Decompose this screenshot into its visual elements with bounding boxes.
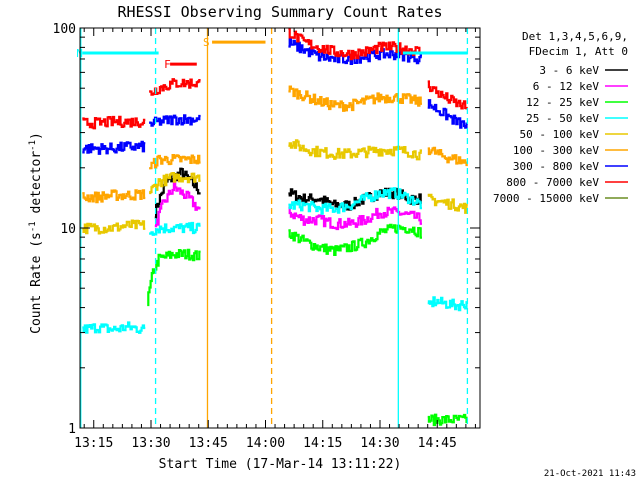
y-axis-label: Count Rate (s-1 detector-1) [28, 132, 44, 334]
series-6-segment-3 [427, 99, 468, 129]
series-7-segment-0 [82, 115, 146, 130]
legend-header-1: FDecim 1, Att 0 [529, 45, 628, 58]
series-5-segment-3 [427, 146, 468, 167]
series-7-segment-3 [427, 80, 468, 110]
event-lines [80, 28, 469, 428]
series-6-segment-1 [149, 114, 201, 127]
x-tick-label-2: 13:45 [189, 436, 228, 451]
legend-label-5: 100 - 300 keV [513, 144, 599, 157]
y-label-tail: detector [29, 151, 44, 222]
y-tick-label-1: 10 [60, 222, 76, 237]
x-tick-label-4: 14:15 [303, 436, 342, 451]
series-4-segment-1 [149, 172, 201, 195]
flag-label-S: S [203, 36, 210, 49]
plot-axes: 1 10 100 13:15 13:30 13:45 14:00 14:15 14:30 14:4… [53, 22, 481, 451]
y-label-main: Count Rate (s [29, 232, 44, 334]
series-3-segment-2 [288, 187, 422, 215]
y-tick-label-2: 100 [53, 22, 76, 37]
x-axis-label: Start Time (17-Mar-14 13:11:22) [159, 457, 402, 472]
chart-title: RHESSI Observing Summary Count Rates [117, 3, 442, 21]
series-5-segment-0 [82, 189, 146, 204]
series-7 [82, 27, 468, 130]
series-3-segment-0 [82, 321, 146, 334]
legend-label-6: 300 - 800 keV [513, 160, 599, 173]
series-5 [82, 85, 468, 204]
legend-label-4: 50 - 100 keV [520, 128, 600, 141]
x-tick-label-6: 14:45 [418, 436, 457, 451]
series-4-segment-3 [427, 193, 468, 214]
series-5-segment-1 [149, 154, 201, 170]
series-4-segment-2 [288, 139, 422, 161]
legend-label-8: 7000 - 15000 keV [493, 192, 599, 205]
series-3-segment-3 [427, 296, 468, 312]
x-tick-label-5: 14:30 [360, 436, 399, 451]
series-2 [147, 223, 468, 427]
series-3-segment-1 [149, 221, 201, 236]
legend-label-0: 3 - 6 keV [539, 64, 599, 77]
legend-label-3: 25 - 50 keV [526, 112, 599, 125]
series-6-segment-0 [82, 140, 146, 155]
y-label-end: ) [29, 132, 44, 140]
series-1-segment-1 [288, 206, 422, 231]
legend-header-0: Det 1,3,4,5,6,9, [522, 30, 628, 43]
legend-label-1: 6 - 12 keV [533, 80, 600, 93]
legend-label-2: 12 - 25 keV [526, 96, 599, 109]
series-7-segment-1 [149, 78, 201, 96]
series-3 [82, 187, 468, 334]
plot-curves [82, 27, 468, 427]
y-label-sup: -1 [28, 221, 38, 232]
x-tick-label-3: 14:00 [246, 436, 285, 451]
series-1 [154, 182, 422, 231]
series-5-segment-2 [288, 85, 422, 112]
series-2-segment-2 [427, 413, 468, 427]
series-4 [82, 139, 468, 235]
series-4-segment-0 [82, 219, 146, 235]
x-tick-label-0: 13:15 [74, 436, 113, 451]
series-2-segment-1 [288, 223, 422, 256]
y-label-sup2: -1 [28, 140, 38, 151]
legend: Det 1,3,4,5,6,9, FDecim 1, Att 0 3 - 6 keV… [493, 30, 628, 205]
series-1-segment-0 [154, 182, 201, 228]
y-tick-label-0: 1 [68, 422, 76, 437]
flag-label-F: F [164, 58, 171, 71]
flag-bars: NFS [76, 36, 468, 71]
x-tick-label-1: 13:30 [131, 436, 170, 451]
series-7-segment-2 [288, 27, 422, 61]
timestamp: 21-Oct-2021 11:43 [544, 469, 636, 479]
legend-label-7: 800 - 7000 keV [506, 176, 599, 189]
